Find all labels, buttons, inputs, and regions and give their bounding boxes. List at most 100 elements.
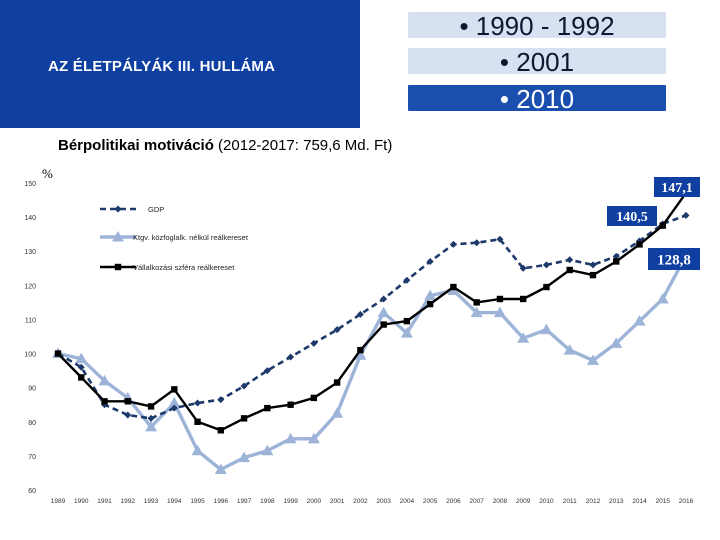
callout-box — [607, 206, 657, 226]
series-1-point — [566, 256, 574, 264]
callout-box — [654, 177, 700, 197]
series-3-point — [589, 271, 597, 279]
header-panel: AZ ÉLETPÁLYÁK III. HULLÁMA — [0, 0, 360, 128]
legend-label: Ktgv. közfoglalk. nélkül reálkereset — [133, 233, 249, 242]
series-1-point — [310, 339, 318, 347]
series-2-point — [191, 444, 204, 456]
series-2-point — [145, 420, 158, 432]
series-1-point — [77, 363, 85, 371]
series-1-point — [124, 411, 132, 419]
callout-box — [648, 248, 700, 270]
series-2-point — [493, 306, 506, 318]
x-tick-label: 1990 — [74, 498, 89, 505]
x-tick-label: 1993 — [144, 498, 159, 505]
series-3-point — [403, 317, 411, 325]
series-2-point — [470, 306, 483, 318]
subtitle-rest: (2012-2017: 759,6 Md. Ft) — [213, 137, 393, 154]
series-2-point — [540, 323, 553, 335]
series-2-point — [563, 344, 576, 355]
series-2-point — [307, 432, 320, 444]
series-1-point — [170, 404, 178, 412]
y-tick-label: 60 — [28, 488, 36, 495]
callout-label: 128,8 — [657, 252, 691, 268]
series-3-point — [264, 404, 271, 412]
series-1-point — [240, 382, 248, 390]
x-tick-label: 1994 — [167, 498, 182, 505]
header-title: AZ ÉLETPÁLYÁK III. HULLÁMA — [48, 58, 276, 75]
series-2-point — [400, 327, 413, 338]
x-tick-label: 2013 — [609, 498, 624, 505]
x-tick-label: 2010 — [539, 498, 554, 505]
series-line-1 — [57, 214, 687, 420]
series-3-point — [659, 222, 666, 229]
series-1-point — [612, 252, 620, 260]
x-tick-label: 2001 — [330, 498, 345, 505]
series-1-point — [426, 257, 434, 265]
series-1-point — [542, 261, 550, 269]
x-tick-label: 2005 — [423, 498, 438, 505]
series-1-point — [380, 295, 388, 303]
x-tick-label: 1995 — [190, 498, 205, 505]
series-1-point — [217, 396, 225, 404]
period-band-1: • 1990 - 1992 — [406, 10, 668, 40]
series-3-point — [496, 295, 504, 303]
x-tick-label: 2007 — [469, 498, 484, 505]
x-tick-label: 1992 — [121, 498, 136, 505]
series-3-point — [101, 398, 108, 405]
x-tick-label: 1997 — [237, 498, 252, 505]
x-tick-label: 2015 — [656, 498, 671, 505]
x-tick-label: 1999 — [283, 498, 298, 505]
x-tick-label: 2016 — [679, 498, 694, 505]
series-1-point — [473, 239, 481, 247]
x-tick-label: 2004 — [400, 498, 415, 505]
x-tick-label: 2012 — [586, 498, 601, 505]
y-tick-label: 150 — [24, 181, 36, 188]
period-band-2: • 2001 — [406, 46, 668, 76]
series-1-point — [263, 367, 271, 375]
series-2-point — [214, 463, 227, 475]
series-3-point — [171, 386, 178, 393]
x-tick-label: 2008 — [493, 498, 508, 505]
callout-label: 147,1 — [661, 181, 693, 196]
series-2-point — [610, 337, 623, 348]
x-tick-label: 1996 — [214, 498, 229, 505]
legend-swatch-marker — [114, 263, 122, 271]
y-tick-label: 120 — [24, 283, 36, 290]
legend-swatch-marker — [112, 231, 124, 242]
x-tick-label: 2006 — [446, 498, 461, 505]
series-2-point — [238, 451, 251, 463]
series-line-2 — [57, 254, 688, 472]
x-tick-label: 1991 — [97, 498, 112, 505]
series-1-point — [449, 240, 457, 248]
series-2-point — [517, 332, 530, 343]
series-3-point — [124, 398, 131, 405]
period-band-3: • 2010 — [406, 83, 668, 113]
series-3-point — [450, 283, 457, 291]
series-1-point — [356, 310, 364, 318]
series-1-point — [589, 261, 597, 269]
series-2-point — [377, 306, 390, 318]
x-tick-label: 2003 — [376, 498, 391, 505]
y-tick-label: 130 — [24, 249, 36, 256]
series-2-point — [98, 374, 111, 386]
y-tick-label: 100 — [24, 352, 36, 359]
series-1-point — [147, 414, 155, 422]
series-3-point — [287, 401, 294, 408]
y-unit-label: % — [42, 166, 53, 181]
series-3-point — [357, 346, 364, 354]
series-3-point — [636, 241, 643, 248]
series-3-point — [310, 394, 318, 402]
series-2-point — [656, 292, 669, 304]
series-2-point — [168, 397, 181, 408]
period-number-1: 1. — [364, 14, 387, 44]
x-tick-label: 2002 — [353, 498, 368, 505]
series-2-point — [284, 432, 297, 444]
series-3-point — [566, 266, 573, 274]
legend-swatch-marker — [114, 205, 122, 213]
series-3-point — [54, 350, 62, 357]
series-2-point — [633, 315, 646, 326]
series-3-point — [333, 379, 341, 386]
subtitle-bold: Bérpolitikai motiváció — [58, 137, 214, 154]
series-3-point — [147, 403, 155, 410]
